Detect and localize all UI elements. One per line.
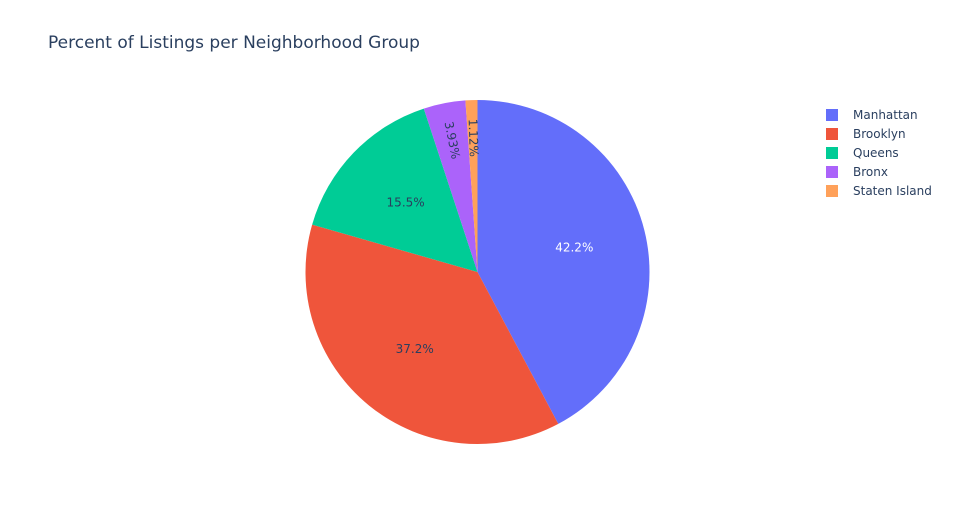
legend-swatch bbox=[826, 127, 838, 140]
legend: Manhattan Brooklyn Queens Bronx Staten Islan… bbox=[826, 105, 932, 200]
legend-label: Bronx bbox=[853, 164, 888, 179]
legend-label: Staten Island bbox=[853, 183, 932, 198]
slice-label-brooklyn: 37.2% bbox=[396, 342, 434, 356]
legend-label: Brooklyn bbox=[853, 126, 906, 141]
legend-item-manhattan[interactable]: Manhattan bbox=[826, 105, 932, 124]
legend-item-bronx[interactable]: Bronx bbox=[826, 162, 932, 181]
slice-label-staten-island: 1.12% bbox=[466, 119, 481, 158]
pie-slice-manhattan[interactable] bbox=[477, 100, 650, 424]
legend-swatch bbox=[826, 146, 838, 159]
legend-swatch bbox=[826, 108, 838, 121]
legend-label: Queens bbox=[853, 145, 899, 160]
slice-label-queens: 15.5% bbox=[387, 195, 425, 209]
pie-slice-queens[interactable] bbox=[312, 108, 478, 273]
legend-label: Manhattan bbox=[853, 107, 918, 122]
slice-label-manhattan: 42.2% bbox=[555, 240, 593, 254]
legend-item-brooklyn[interactable]: Brooklyn bbox=[826, 124, 932, 143]
pie-slice-brooklyn[interactable] bbox=[305, 224, 559, 444]
legend-item-queens[interactable]: Queens bbox=[826, 143, 932, 162]
pie-slice-bronx[interactable] bbox=[423, 100, 478, 272]
legend-item-staten-island[interactable]: Staten Island bbox=[826, 181, 932, 200]
legend-swatch bbox=[826, 184, 838, 197]
chart-title: Percent of Listings per Neighborhood Gro… bbox=[48, 33, 420, 53]
legend-swatch bbox=[826, 165, 838, 178]
pie-slice-staten-island[interactable] bbox=[465, 100, 478, 272]
pie-slices bbox=[305, 100, 650, 444]
